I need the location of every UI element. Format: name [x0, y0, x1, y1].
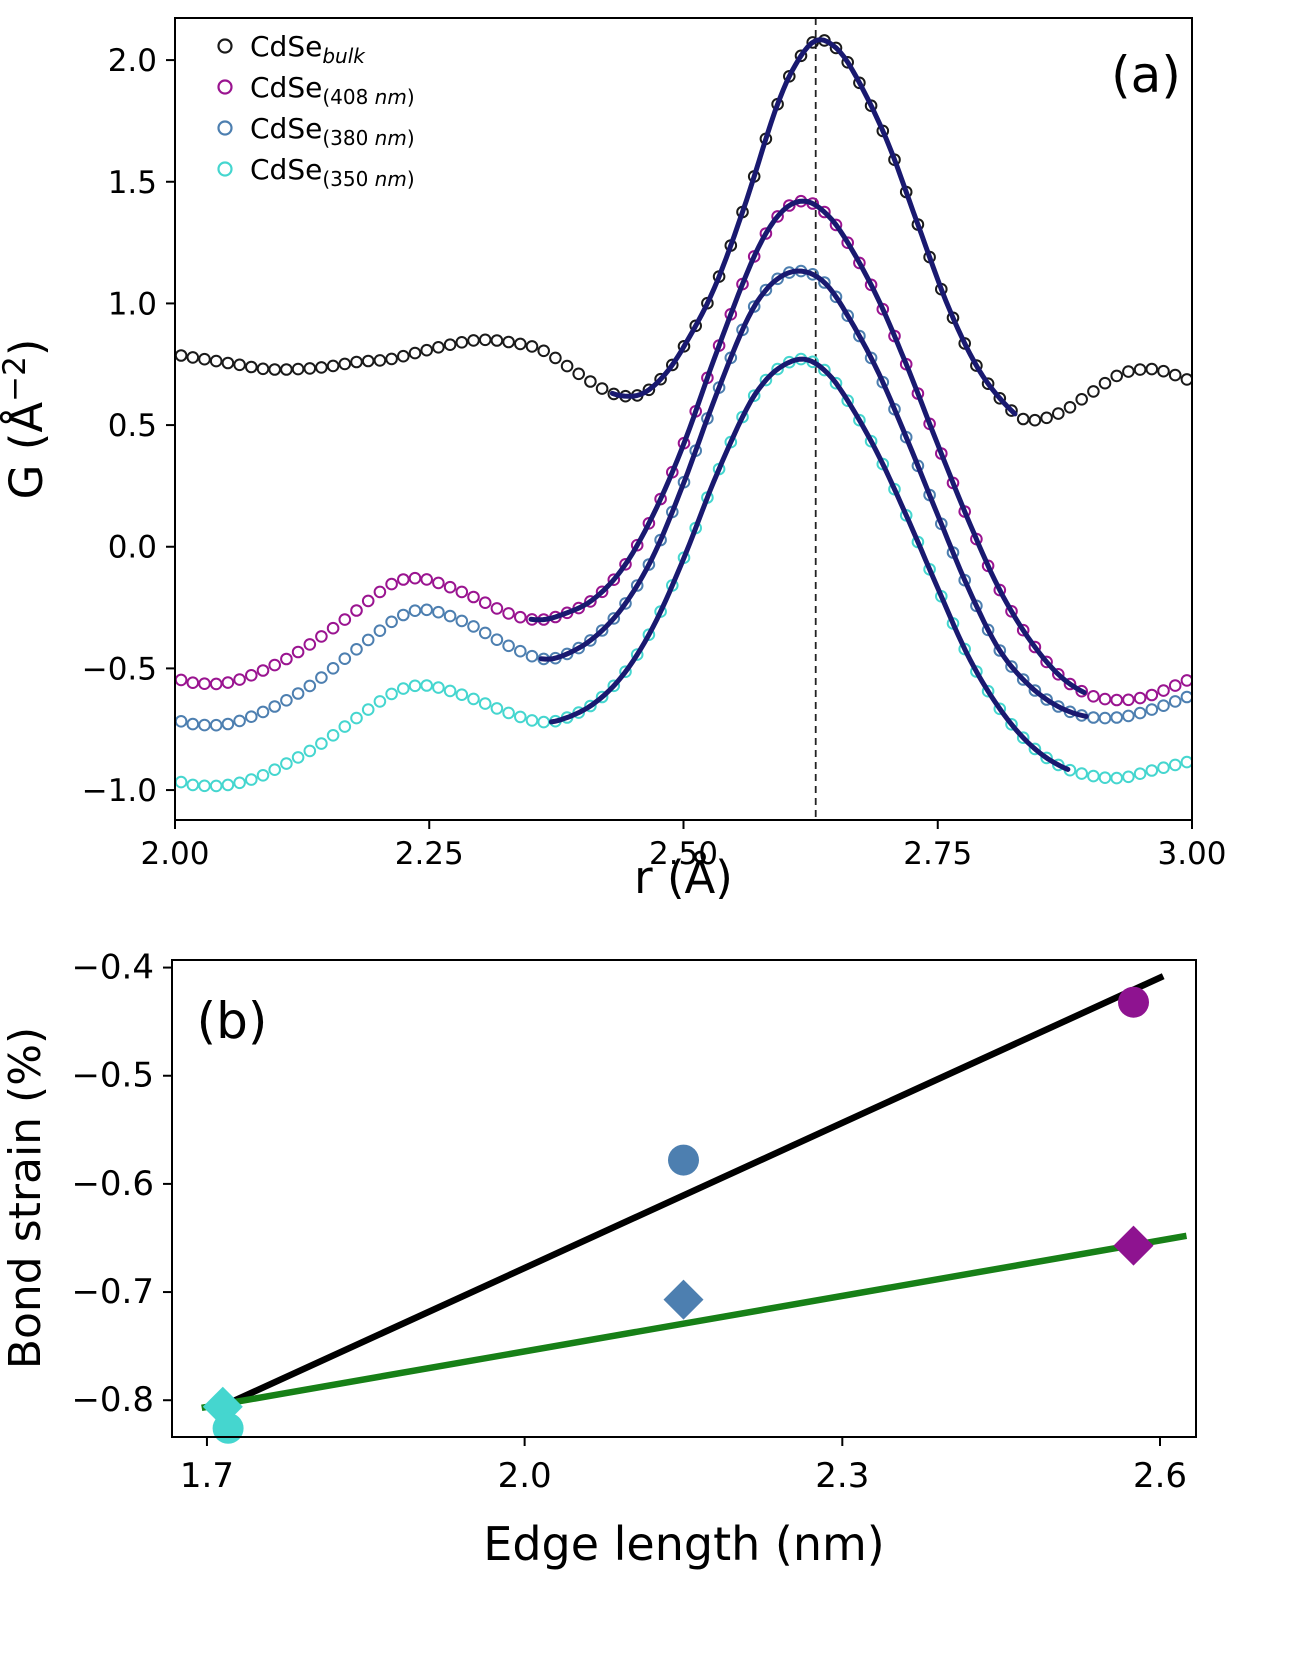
panel-b-axes: 1.7 2.0 2.3 2.6 −0.4 −0.5 −0.6 −0.7 −0.8 — [71, 948, 1197, 1496]
x-tick-label: 2.3 — [815, 1456, 869, 1496]
panel-a-plot-area — [175, 34, 1192, 793]
fit-line-circles — [226, 973, 1165, 1407]
pdf-fit-lines — [528, 37, 1089, 772]
fit-line-CdSe_350nm — [548, 356, 1071, 772]
fit-line-diamonds — [201, 1232, 1188, 1412]
panel-b-chart: 1.7 2.0 2.3 2.6 −0.4 −0.5 −0.6 −0.7 −0.8 Edge len… — [0, 948, 1197, 1571]
fit-line-CdSe_408nm — [528, 198, 1087, 695]
y-tick-label: 0.5 — [108, 408, 157, 444]
y-tick-label: 1.5 — [108, 165, 157, 201]
x-tick-label: 2.6 — [1133, 1456, 1187, 1496]
legend-marker-CdSe_380nm — [217, 120, 233, 136]
series-CdSe_350nm-markers — [175, 352, 1192, 793]
x-tick-label: 2.0 — [498, 1456, 552, 1496]
y-tick-label: 0.0 — [108, 530, 157, 566]
y-tick-label: −0.6 — [71, 1164, 154, 1204]
series-CdSe_380nm-markers — [175, 264, 1192, 732]
panel-a-tag: (a) — [1111, 46, 1181, 104]
circle-marker — [212, 1412, 244, 1444]
x-tick-label: 2.50 — [649, 836, 718, 872]
fit-line-CdSe_bulk — [609, 37, 1018, 417]
legend-marker-CdSe_bulk — [217, 38, 233, 54]
diamond-marker — [1113, 1225, 1154, 1266]
x-tick-label: 2.75 — [903, 836, 972, 872]
legend-label-CdSe_bulk: CdSebulk — [250, 30, 366, 68]
x-tick-label: 3.00 — [1157, 836, 1226, 872]
legend-label-CdSe_380nm: CdSe(380 nm) — [250, 112, 415, 150]
y-tick-label: −1.0 — [82, 773, 157, 809]
x-axis-label: r (Å) — [634, 851, 733, 904]
y-tick-label: 2.0 — [108, 43, 157, 79]
y-axis-label: G (Å−2) — [0, 339, 53, 500]
legend-marker-CdSe_350nm — [217, 161, 233, 177]
x-tick-label: 2.25 — [395, 836, 464, 872]
panel-a-chart: 2.00 2.25 2.50 2.75 3.00 2.0 1.5 1.0 0.5 0.0 −0.5 −… — [0, 17, 1227, 904]
y-tick-label: −0.7 — [71, 1272, 154, 1312]
y-tick-label: −0.5 — [82, 651, 157, 687]
circle-marker — [1118, 986, 1149, 1018]
legend-label-CdSe_350nm: CdSe(350 nm) — [250, 153, 415, 191]
y-axis-label: Bond strain (%) — [0, 1027, 51, 1369]
circle-series — [212, 986, 1149, 1444]
y-tick-label: −0.4 — [71, 948, 154, 988]
legend-marker-CdSe_408nm — [217, 79, 233, 95]
strain-fit-lines — [201, 973, 1188, 1412]
legend-label-CdSe_408nm: CdSe(408 nm) — [250, 71, 415, 109]
circle-marker — [668, 1144, 699, 1176]
fit-line-CdSe_380nm — [538, 268, 1089, 719]
y-tick-label: 1.0 — [108, 286, 157, 322]
x-tick-label: 2.00 — [140, 836, 209, 872]
x-tick-label: 1.7 — [180, 1456, 234, 1496]
y-tick-label: −0.5 — [71, 1056, 154, 1096]
y-tick-label: −0.8 — [71, 1380, 154, 1420]
diamond-marker — [663, 1279, 704, 1320]
panel-b-tag: (b) — [197, 992, 268, 1050]
panel-a-axes: 2.00 2.25 2.50 2.75 3.00 2.0 1.5 1.0 0.5 0.0 −0.5 −… — [82, 17, 1227, 872]
series-CdSe_408nm-markers — [175, 194, 1192, 707]
x-axis-label: Edge length (nm) — [483, 1517, 885, 1571]
